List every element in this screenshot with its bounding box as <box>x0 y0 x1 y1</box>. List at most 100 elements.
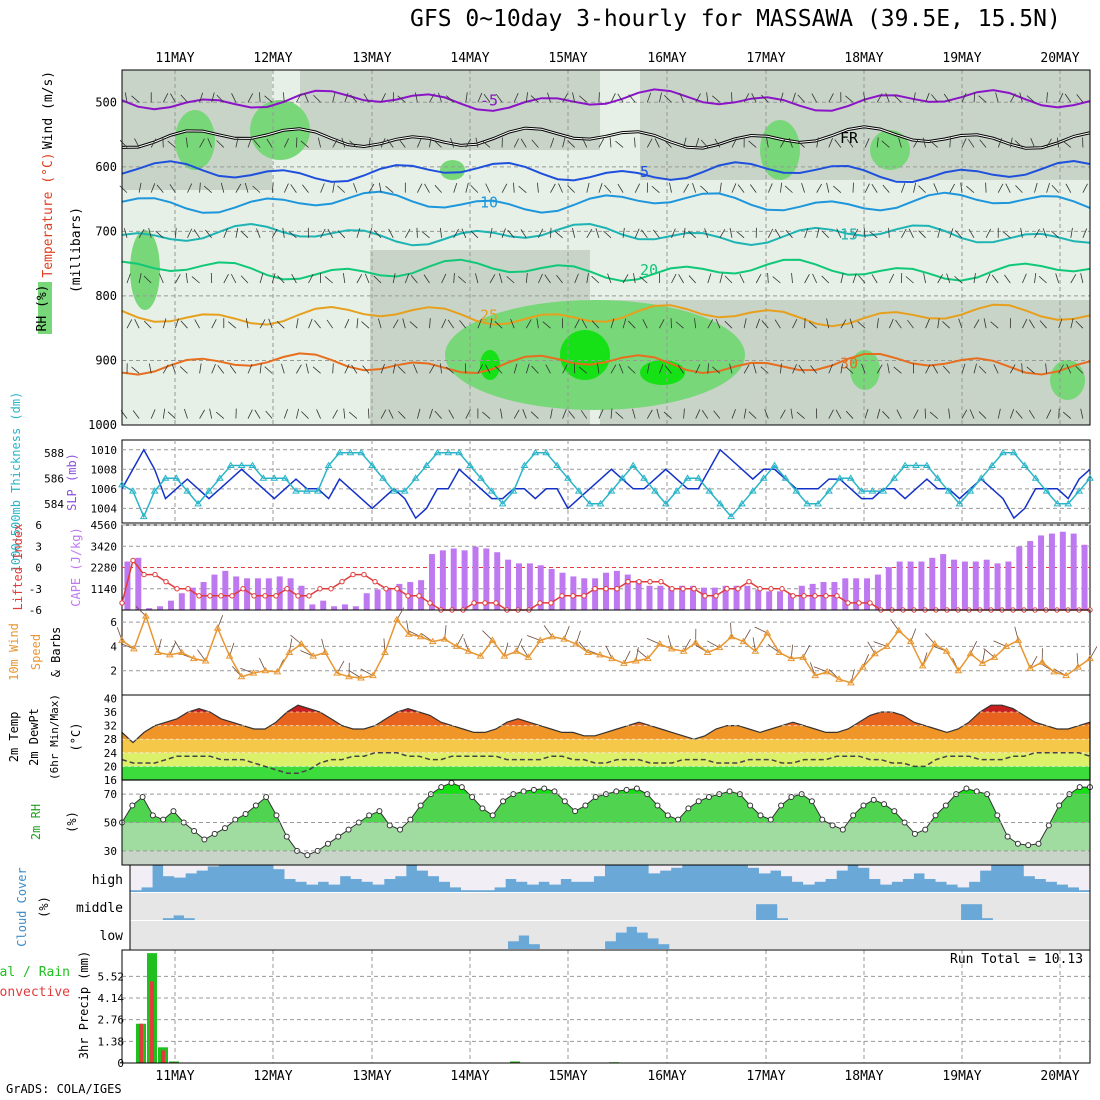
rh-marker <box>850 812 857 819</box>
cloud-bar <box>496 893 509 921</box>
bottom-date-label: 20MAY <box>1040 1069 1079 1084</box>
cloud-bar <box>539 893 552 921</box>
wind-barb <box>179 366 188 374</box>
wind-barb <box>167 411 176 419</box>
isotherm-label: 5 <box>640 163 649 181</box>
cape-bar <box>1016 546 1023 610</box>
wind-barb <box>646 363 650 374</box>
slp-label: SLP (mb) <box>65 453 79 511</box>
wind-barb <box>615 411 624 419</box>
cape-bar <box>178 593 185 610</box>
wind-barb <box>816 228 820 238</box>
wind-barb <box>187 228 193 238</box>
rh-marker <box>366 812 373 819</box>
cloud-bar <box>1057 921 1069 950</box>
cape-bar <box>592 578 599 610</box>
cloud-bar <box>1068 921 1080 950</box>
y-tick-label: 586 <box>44 472 64 485</box>
wind-barb <box>664 365 672 374</box>
wind-speed-line-marker <box>679 647 688 654</box>
cloud-bar <box>529 921 541 945</box>
wind-barb <box>277 275 285 284</box>
wind-barb <box>816 183 823 193</box>
wind-barb <box>995 92 999 103</box>
wind-barb <box>465 182 469 193</box>
wind-speed-line-marker <box>620 659 628 666</box>
li-line-marker <box>185 586 191 592</box>
wind-barb <box>943 93 951 103</box>
wind-barb <box>558 183 563 193</box>
rh-marker <box>695 798 702 805</box>
cloud-bar <box>798 921 811 950</box>
li-line-marker <box>482 600 488 606</box>
cape-bar <box>450 548 457 610</box>
wind-barb <box>513 182 515 193</box>
wind-barb <box>780 363 782 374</box>
y-tick-label: 600 <box>95 160 117 174</box>
wind-barb <box>683 227 686 238</box>
wind-speed-line-marker <box>631 657 640 664</box>
precip-label: 3hr Precip (mm) <box>77 951 91 1059</box>
cloud-bar <box>194 921 207 950</box>
cape-bar <box>951 559 958 610</box>
wind-speed-line-marker <box>990 653 999 660</box>
y-tick-label: 16 <box>104 774 117 787</box>
wind-speed-line <box>121 613 1091 684</box>
wind-barb <box>485 364 491 374</box>
wind-barb <box>368 137 371 148</box>
wind-barb <box>550 408 553 419</box>
cloud-bar <box>270 893 282 921</box>
wind-barb <box>991 274 999 284</box>
thickness-line-marker <box>150 487 159 494</box>
wind-barb <box>969 409 975 419</box>
thickness-line-marker <box>466 461 474 469</box>
wind-barb <box>360 668 374 676</box>
wind-barb <box>477 318 482 329</box>
rh-marker <box>139 794 146 800</box>
wind-speed-line-marker <box>775 648 784 655</box>
date-axes: 11MAY 11MAY 12MAY 12MAY 13MAY 13MAY 14MAY 14MAY… <box>155 51 1079 1084</box>
wind-speed-line-marker <box>130 644 138 652</box>
wind-barb <box>845 95 854 103</box>
wind-barb <box>968 138 975 148</box>
cape-bar <box>189 587 196 610</box>
rh-marker <box>675 816 682 823</box>
wind-barb <box>193 229 200 239</box>
cape-bar <box>1048 533 1055 610</box>
cloud-bar <box>648 865 661 874</box>
wind-speed-line-marker <box>225 652 234 659</box>
wind-barb <box>470 185 479 193</box>
wind-barb <box>1075 366 1084 374</box>
wind-barb <box>483 94 491 103</box>
cloud-bar <box>464 921 476 950</box>
cloud-bar <box>505 865 517 879</box>
wind-barb <box>840 273 844 284</box>
cloud-bar <box>207 865 219 867</box>
wind-barb <box>586 228 593 239</box>
wind-speed-line-marker <box>297 640 306 647</box>
rh-marker <box>747 802 754 809</box>
cloud-bar <box>328 865 341 885</box>
cape-bar <box>439 550 446 610</box>
wind-barb <box>543 625 553 637</box>
wind-barb <box>973 319 980 329</box>
cloud-bar <box>205 893 217 921</box>
wind-barb <box>597 363 600 374</box>
cloud-bar <box>647 893 660 921</box>
cloud-bar <box>869 865 881 879</box>
cloud-bar <box>174 865 186 878</box>
wind-barb <box>610 318 615 329</box>
wind-barb <box>550 227 552 238</box>
rh-shade <box>440 160 465 180</box>
li-line-marker <box>427 600 433 606</box>
wind-barb <box>282 92 285 103</box>
wind-barb <box>302 184 309 193</box>
wind-barb <box>363 93 370 103</box>
cloud-bar <box>383 865 396 879</box>
y-tick-label: 3420 <box>91 540 118 553</box>
rh-marker <box>860 802 867 809</box>
wind-barb <box>567 185 575 193</box>
thickness-line-marker <box>292 487 300 494</box>
wind-barb <box>797 94 805 103</box>
wind-barb <box>465 92 468 103</box>
